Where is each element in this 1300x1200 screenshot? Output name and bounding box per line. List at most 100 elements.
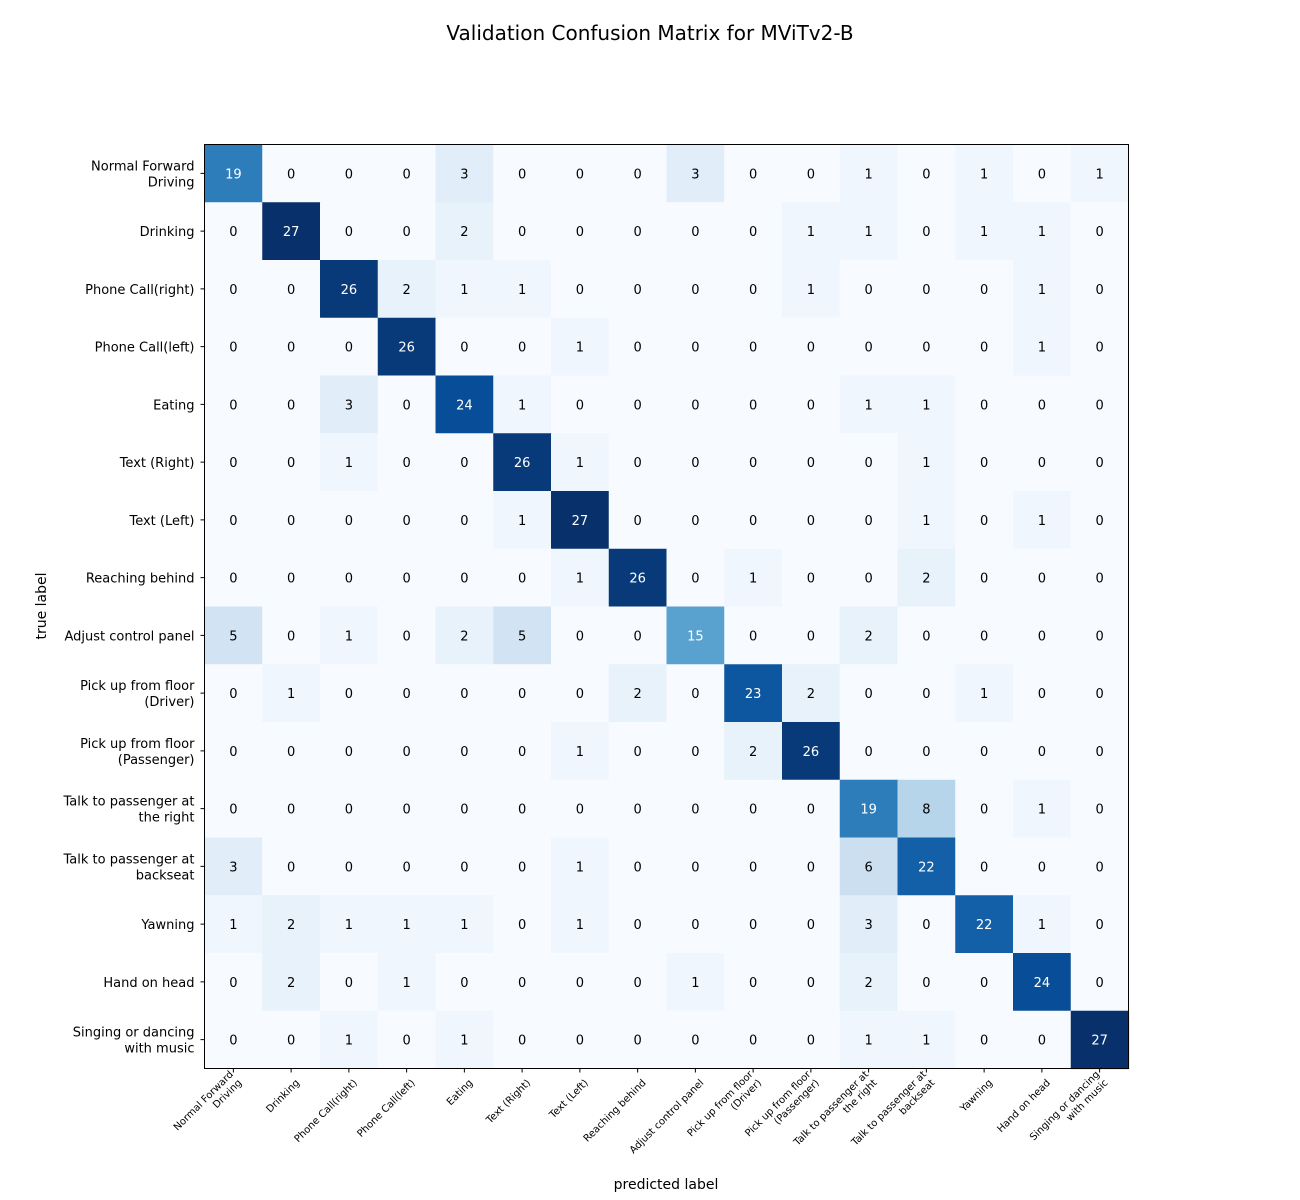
x-tick-label: Text (Right): [484, 1078, 533, 1127]
cell-value: 2: [864, 629, 872, 644]
heatmap-cell: [262, 548, 321, 608]
cell-value: 0: [402, 225, 410, 240]
heatmap-cell: [839, 375, 899, 434]
heatmap-cell: [435, 317, 494, 377]
cell-value: 0: [518, 167, 526, 182]
heatmap-cell: [377, 779, 437, 839]
heatmap-cell: [320, 606, 379, 665]
cell-value: 1: [576, 456, 584, 471]
heatmap-cell: [320, 144, 379, 203]
cell-value: 0: [287, 167, 295, 182]
heatmap-cell: [782, 779, 841, 839]
cell-value: 0: [691, 398, 699, 413]
heatmap-cell: [897, 491, 956, 550]
cell-value: 22: [918, 860, 935, 875]
heatmap-cell: [435, 548, 494, 608]
cell-value: 0: [1038, 456, 1046, 471]
heatmap-cell: [377, 433, 437, 492]
heatmap-cell: [608, 1010, 668, 1070]
heatmap-cell: [320, 260, 379, 319]
heatmap-cell: [493, 375, 552, 434]
cell-value: 1: [922, 456, 930, 471]
heatmap-cell: [1013, 548, 1072, 608]
heatmap-cell: [955, 202, 1014, 261]
heatmap-cell: [1013, 779, 1072, 839]
heatmap-cell: [955, 433, 1014, 492]
y-tick-label: Text (Right): [119, 456, 195, 471]
heatmap-cell: [608, 260, 668, 319]
heatmap-cell: [1070, 722, 1130, 781]
heatmap-cell: [782, 837, 841, 896]
cell-value: 1: [402, 918, 410, 933]
cell-value: 0: [345, 341, 353, 356]
heatmap-cell: [897, 433, 956, 492]
x-tick-label: Eating: [445, 1078, 475, 1108]
heatmap-cell: [955, 1010, 1014, 1070]
x-tick-label: Text (Left): [547, 1078, 591, 1122]
heatmap-cell: [782, 953, 841, 1012]
cell-value: 24: [1034, 976, 1051, 991]
heatmap-cell: [493, 895, 552, 954]
cell-value: 0: [980, 803, 988, 818]
heatmap-cell: [955, 722, 1014, 781]
heatmap-cell: [839, 317, 899, 377]
heatmap-cell: [1070, 375, 1130, 434]
cell-value: 1: [922, 398, 930, 413]
cell-value: 0: [691, 341, 699, 356]
heatmap-cell: [493, 144, 552, 203]
y-tick-label: Hand on head: [103, 976, 194, 991]
cell-value: 0: [1095, 398, 1103, 413]
heatmap-cell: [955, 837, 1014, 896]
heatmap-cell: [262, 606, 321, 665]
heatmap-cell: [666, 433, 725, 492]
heatmap-cell: [262, 722, 321, 781]
heatmap-cell: [435, 837, 494, 896]
cell-value: 0: [402, 514, 410, 529]
heatmap-cell: [551, 895, 610, 954]
cell-value: 1: [402, 976, 410, 991]
heatmap-cell: [377, 953, 437, 1012]
heatmap-cell: [551, 375, 610, 434]
heatmap-cell: [782, 144, 841, 203]
heatmap-cell: [1013, 1010, 1072, 1070]
heatmap-cell: [262, 433, 321, 492]
cell-value: 0: [402, 398, 410, 413]
cell-value: 0: [633, 918, 641, 933]
cell-value: 0: [229, 976, 237, 991]
cell-value: 1: [980, 225, 988, 240]
cell-value: 0: [287, 572, 295, 587]
cell-value: 0: [864, 572, 872, 587]
cell-value: 0: [749, 225, 757, 240]
heatmap-cell: [204, 491, 263, 550]
cell-value: 0: [922, 745, 930, 760]
heatmap-cell: [955, 895, 1014, 954]
cell-value: 0: [691, 687, 699, 702]
x-tick-label: Phone Call(right): [293, 1078, 360, 1145]
heatmap-cell: [320, 779, 379, 839]
cell-value: 0: [633, 514, 641, 529]
cell-value: 19: [225, 167, 242, 182]
heatmap-cell: [377, 491, 437, 550]
cell-value: 1: [980, 167, 988, 182]
cell-value: 0: [1038, 167, 1046, 182]
x-tick-label: Drinking: [264, 1078, 302, 1116]
cell-value: 0: [1095, 860, 1103, 875]
cell-value: 0: [749, 1034, 757, 1049]
cell-value: 0: [518, 225, 526, 240]
cell-value: 1: [460, 918, 468, 933]
heatmap-cell: [608, 953, 668, 1012]
heatmap-cell: [320, 664, 379, 723]
cell-value: 0: [633, 225, 641, 240]
heatmap-cell: [493, 722, 552, 781]
cell-value: 1: [518, 283, 526, 298]
cell-value: 0: [807, 398, 815, 413]
cell-value: 1: [576, 860, 584, 875]
heatmap-cell: [204, 202, 263, 261]
cell-value: 0: [460, 803, 468, 818]
cell-value: 0: [1095, 341, 1103, 356]
cell-value: 0: [1038, 629, 1046, 644]
heatmap-cell: [1070, 837, 1130, 896]
heatmap-cell: [608, 664, 668, 723]
heatmap-cell: [1070, 895, 1130, 954]
heatmap-cell: [839, 144, 899, 203]
